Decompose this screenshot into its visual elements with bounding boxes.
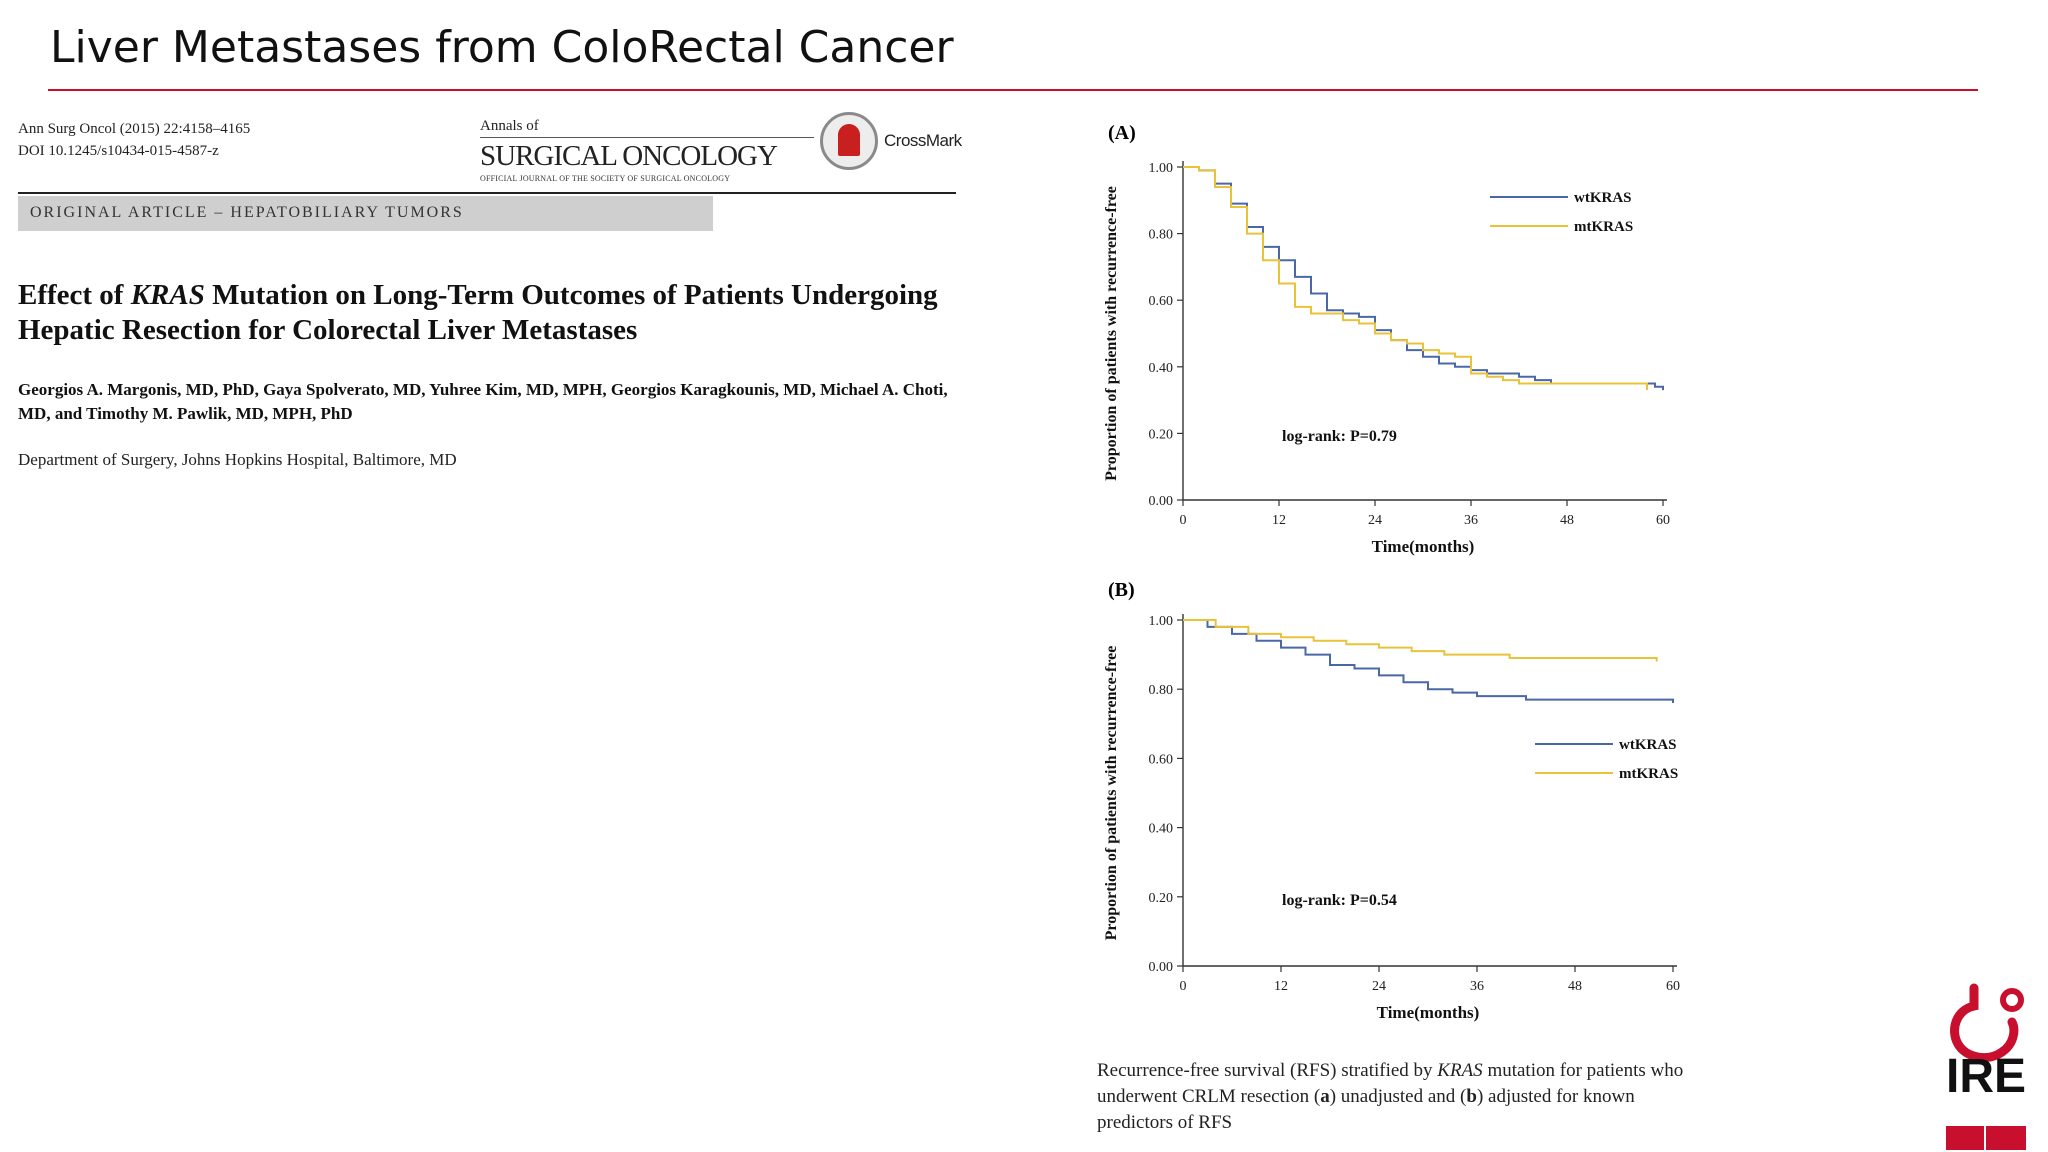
journal-prefix: Annals of (480, 118, 539, 134)
y-tick-label: 0.60 (1149, 294, 1174, 309)
author-list: Georgios A. Margonis, MD, PhD, Gaya Spol… (18, 380, 948, 423)
crossmark-label: CrossMark (884, 131, 962, 150)
y-tick-label: 0.20 (1149, 891, 1174, 906)
ire-logo-dot (2000, 988, 2024, 1012)
caption-a: a (1320, 1086, 1330, 1107)
x-tick-label: 36 (1464, 513, 1478, 528)
x-tick-label: 36 (1470, 979, 1484, 994)
km-chart-svg: (B) 0.00 0.20 0.40 0.60 0.80 1.00 0 12 24 36 48 60 Ti… (1103, 579, 1680, 1022)
y-tick-label: 0.40 (1149, 361, 1174, 376)
y-tick-label: 0.20 (1149, 427, 1174, 442)
km-chart-a: (A) 0.00 0.20 0.40 0.60 0.80 1.00 0 12 24 36 48 60 Ti… (1100, 115, 1700, 580)
legend-label-mtKRAS: mtKRAS (1619, 766, 1678, 782)
series-line-mtKRAS (1183, 166, 1648, 391)
legend-label-mtKRAS: mtKRAS (1574, 219, 1633, 235)
section-label: ORIGINAL ARTICLE – HEPATOBILIARY TUMORS (30, 204, 464, 221)
x-tick-label: 12 (1274, 979, 1288, 994)
x-tick-label: 48 (1560, 513, 1574, 528)
ire-logo: IRE (1946, 983, 2026, 1150)
x-tick-label: 0 (1180, 513, 1187, 528)
caption-part1: Recurrence-free survival (RFS) stratifie… (1097, 1060, 1438, 1081)
citation: Ann Surg Oncol (2015) 22:4158–4165 DOI 1… (18, 118, 250, 162)
x-axis-label: Time(months) (1372, 537, 1475, 556)
crossmark-icon (820, 112, 878, 170)
panel-label: (A) (1108, 122, 1136, 144)
ire-logo-bar-2 (1986, 1126, 2026, 1150)
header-rule (18, 192, 956, 194)
legend-label-wtKRAS: wtKRAS (1619, 737, 1677, 753)
x-tick-label: 60 (1666, 979, 1680, 994)
journal-name: SURGICAL ONCOLOGY (480, 140, 778, 172)
paper-header: Ann Surg Oncol (2015) 22:4158–4165 DOI 1… (18, 110, 962, 530)
caption-part2: mutation for patients who underwent CRLM… (1097, 1060, 1684, 1107)
km-chart-b: (B) 0.00 0.20 0.40 0.60 0.80 1.00 0 12 24 36 48 60 Ti… (1100, 572, 1720, 1047)
logrank-annotation: log-rank: P=0.79 (1282, 428, 1397, 445)
x-tick-label: 60 (1656, 513, 1670, 528)
section-banner: ORIGINAL ARTICLE – HEPATOBILIARY TUMORS (18, 196, 713, 231)
y-axis-label: Proportion of patients with recurrence-f… (1103, 646, 1120, 941)
article-title-part1: Effect of (18, 279, 131, 311)
panel-label: (B) (1108, 579, 1135, 601)
figure-caption: Recurrence-free survival (RFS) stratifie… (1097, 1058, 1697, 1136)
article-title-gene: KRAS (130, 279, 205, 311)
crossmark-link[interactable]: CrossMark (820, 112, 962, 170)
caption-part3: ) unadjusted and ( (1329, 1086, 1467, 1107)
journal-masthead: Annals of SURGICAL ONCOLOGY OFFICIAL JOU… (480, 118, 814, 183)
y-tick-label: 0.80 (1149, 228, 1174, 243)
x-axis-label: Time(months) (1377, 1003, 1480, 1022)
ire-logo-text: IRE (1946, 1050, 2026, 1103)
slide-title: Liver Metastases from ColoRectal Cancer (50, 22, 954, 73)
article-title: Effect of KRAS Mutation on Long-Term Out… (18, 278, 958, 348)
y-tick-label: 0.80 (1149, 683, 1174, 698)
x-tick-label: 48 (1568, 979, 1582, 994)
article-title-part2: Mutation on Long-Term Outcomes of Patien… (18, 279, 938, 346)
caption-b: b (1466, 1086, 1477, 1107)
legend-label-wtKRAS: wtKRAS (1574, 190, 1632, 206)
series-line-wtKRAS (1183, 619, 1674, 704)
x-tick-label: 12 (1272, 513, 1286, 528)
series-line-mtKRAS (1183, 619, 1658, 662)
x-tick-label: 0 (1180, 979, 1187, 994)
caption-part4: ) adjusted for known predictors of RFS (1097, 1086, 1635, 1133)
km-chart-svg: (A) 0.00 0.20 0.40 0.60 0.80 1.00 0 12 24 36 48 60 Ti… (1103, 122, 1670, 556)
y-tick-label: 1.00 (1149, 614, 1174, 629)
y-tick-label: 0.00 (1149, 960, 1174, 975)
journal-subtitle: OFFICIAL JOURNAL OF THE SOCIETY OF SURGI… (480, 174, 731, 183)
x-tick-label: 24 (1372, 979, 1386, 994)
caption-gene: KRAS (1437, 1060, 1483, 1081)
logrank-annotation: log-rank: P=0.54 (1282, 892, 1397, 909)
ire-logo-bar-1 (1946, 1126, 1984, 1150)
y-axis-label: Proportion of patients with recurrence-f… (1103, 186, 1120, 481)
citation-line-1: Ann Surg Oncol (2015) 22:4158–4165 (18, 121, 251, 137)
y-tick-label: 0.40 (1149, 822, 1174, 837)
title-divider (48, 89, 1978, 91)
citation-line-2: DOI 10.1245/s10434-015-4587-z (18, 143, 219, 159)
y-tick-label: 0.60 (1149, 752, 1174, 767)
affiliation: Department of Surgery, Johns Hopkins Hos… (18, 450, 457, 469)
y-tick-label: 1.00 (1149, 161, 1174, 176)
journal-rule (480, 137, 814, 138)
x-tick-label: 24 (1368, 513, 1382, 528)
ire-logo-mark (1950, 983, 2019, 1063)
y-tick-label: 0.00 (1149, 494, 1174, 509)
